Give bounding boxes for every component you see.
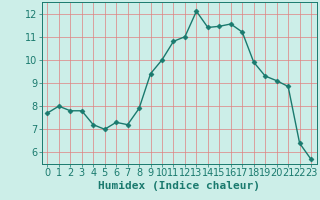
X-axis label: Humidex (Indice chaleur): Humidex (Indice chaleur) (98, 181, 260, 191)
